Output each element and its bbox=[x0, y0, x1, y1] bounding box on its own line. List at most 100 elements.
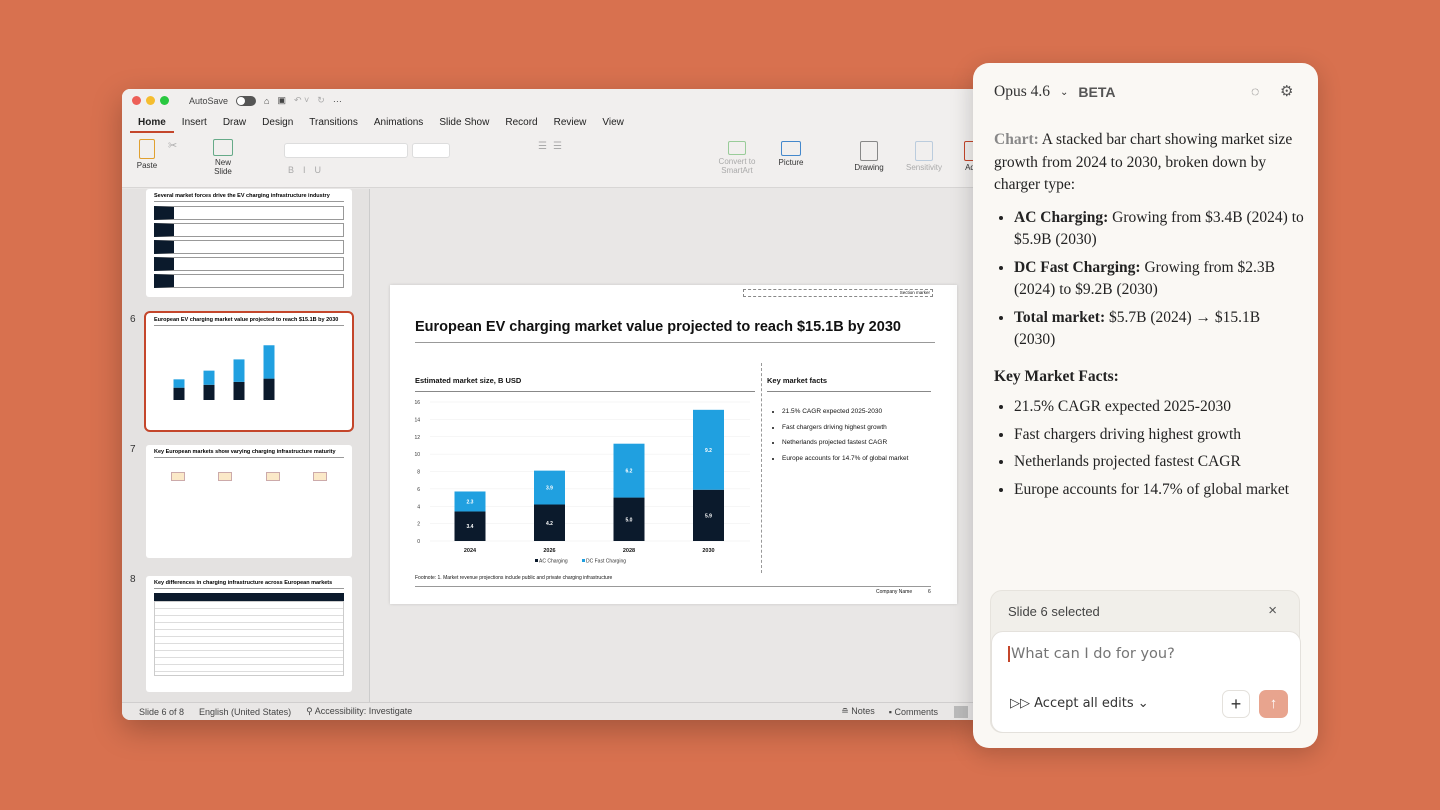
sensitivity-button[interactable]: Sensitivity bbox=[902, 141, 946, 172]
tab-review[interactable]: Review bbox=[553, 117, 587, 128]
data-label: 5.9 bbox=[705, 513, 712, 519]
paragraph-buttons[interactable]: ☰☰ bbox=[538, 141, 568, 152]
paste-button[interactable]: Paste bbox=[134, 139, 160, 170]
tab-view[interactable]: View bbox=[602, 117, 624, 128]
data-label: 3.4 bbox=[467, 524, 474, 530]
y-tick-label: 14 bbox=[414, 417, 420, 423]
bar-segment bbox=[173, 379, 185, 388]
accessibility-button[interactable]: ⚲ Accessibility: Investigate bbox=[306, 706, 413, 716]
model-selector[interactable]: Opus 4.6 bbox=[994, 83, 1050, 100]
normal-view-button[interactable] bbox=[954, 705, 968, 718]
more-icon[interactable]: ··· bbox=[332, 95, 342, 106]
close-window-button[interactable] bbox=[132, 96, 141, 105]
accept-edits-dropdown[interactable]: ▷▷ Accept all edits ⌄ bbox=[1010, 696, 1149, 711]
divider bbox=[761, 363, 762, 573]
drawing-button[interactable]: Drawing bbox=[852, 141, 886, 172]
send-button[interactable]: ↑ bbox=[1259, 690, 1288, 718]
list-item: Europe accounts for 14.7% of global mark… bbox=[1014, 479, 1304, 502]
slide-count: Slide 6 of 8 bbox=[139, 706, 185, 717]
slide-thumbnail-7[interactable]: Key European markets show varying chargi… bbox=[146, 445, 352, 558]
thumbnail-chart bbox=[173, 345, 275, 400]
tab-insert[interactable]: Insert bbox=[181, 117, 207, 128]
language-button[interactable]: English (United States) bbox=[199, 706, 292, 717]
slide-thumbnail-6[interactable]: European EV charging market value projec… bbox=[144, 311, 354, 432]
composer: Slide 6 selected × ▷▷ Accept all edits ⌄… bbox=[990, 590, 1301, 733]
list-item: DC Fast Charging: Growing from $2.3B (20… bbox=[1014, 257, 1304, 302]
tab-home[interactable]: Home bbox=[130, 117, 174, 133]
slide-number: 7 bbox=[130, 444, 136, 455]
tab-design[interactable]: Design bbox=[262, 117, 294, 128]
tab-slide-show[interactable]: Slide Show bbox=[439, 117, 490, 128]
data-label: 4.2 bbox=[546, 521, 553, 527]
tab-record[interactable]: Record bbox=[505, 117, 538, 128]
tab-draw[interactable]: Draw bbox=[222, 117, 247, 128]
close-icon[interactable]: × bbox=[1268, 602, 1277, 619]
font-family-select[interactable] bbox=[284, 143, 408, 158]
slide-thumbnail-8[interactable]: Key differences in charging infrastructu… bbox=[146, 576, 352, 692]
clipboard-icon bbox=[139, 139, 155, 159]
facts-title: Key market facts bbox=[767, 376, 931, 392]
slide-canvas[interactable]: Section marker European EV charging mark… bbox=[390, 285, 957, 604]
section-marker[interactable]: Section marker bbox=[743, 289, 933, 297]
bar-segment bbox=[263, 378, 275, 400]
y-tick-label: 10 bbox=[414, 452, 420, 458]
chevron-down-icon[interactable]: ⌄ bbox=[1059, 86, 1069, 98]
legend-swatch bbox=[535, 559, 538, 562]
y-tick-label: 2 bbox=[417, 522, 420, 528]
font-size-select[interactable] bbox=[412, 143, 450, 158]
thumbnail-table-header bbox=[154, 593, 344, 601]
chart-title: Estimated market size, B USD bbox=[415, 376, 755, 392]
notes-button[interactable]: ≘ Notes bbox=[841, 706, 875, 716]
x-tick-label: 2030 bbox=[702, 548, 714, 554]
legend-swatch bbox=[582, 559, 585, 562]
redo-icon[interactable]: ↻ bbox=[317, 95, 325, 105]
data-label: 2.3 bbox=[467, 499, 474, 505]
plus-icon[interactable]: + bbox=[1222, 690, 1250, 718]
autosave-label: AutoSave bbox=[189, 95, 229, 106]
x-tick-label: 2026 bbox=[543, 548, 555, 554]
legend-label: AC Charging bbox=[539, 559, 568, 565]
slide-thumbnail-5[interactable]: Several market forces drive the EV charg… bbox=[146, 189, 352, 297]
picture-button[interactable]: Picture bbox=[776, 141, 806, 167]
footnote: Footnote: 1. Market revenue projections … bbox=[415, 575, 613, 581]
new-slide-button[interactable]: New Slide bbox=[208, 139, 238, 176]
save-icon[interactable]: ▣ bbox=[277, 95, 286, 105]
maximize-window-button[interactable] bbox=[160, 96, 169, 105]
y-tick-label: 12 bbox=[414, 435, 420, 441]
page-number: 6 bbox=[928, 589, 931, 595]
bar-segment bbox=[173, 387, 185, 400]
autosave-toggle[interactable] bbox=[236, 95, 257, 106]
stacked-bar-chart: 0 2 4 6 8 10 12 14 16 3.4 2.3 2024 4.2 3.9 2026 5.0 6.2 2… bbox=[414, 400, 750, 565]
home-icon[interactable]: ⌂ bbox=[264, 95, 270, 106]
tab-transitions[interactable]: Transitions bbox=[309, 117, 358, 128]
list-item: 21.5% CAGR expected 2025-2030 bbox=[1014, 396, 1304, 419]
gear-icon[interactable]: ⚙ bbox=[1280, 83, 1294, 100]
footer-line bbox=[415, 586, 931, 587]
list-item: Netherlands projected fastest CAGR bbox=[1014, 451, 1304, 474]
prompt-box: ▷▷ Accept all edits ⌄ + ↑ bbox=[991, 631, 1301, 733]
convert-smartart-button[interactable]: Convert to SmartArt bbox=[714, 141, 760, 175]
sensitivity-icon bbox=[915, 141, 933, 161]
undo-icon[interactable]: ↶ ˅ bbox=[293, 95, 310, 105]
thumbnail-rows bbox=[154, 206, 344, 288]
tab-animations[interactable]: Animations bbox=[373, 117, 424, 128]
slide-title[interactable]: European EV charging market value projec… bbox=[415, 319, 935, 343]
y-tick-label: 8 bbox=[417, 470, 420, 476]
bar-segment bbox=[233, 381, 245, 400]
comments-button[interactable]: ▪ Comments bbox=[888, 706, 938, 717]
fact-item: Netherlands projected fastest CAGR bbox=[782, 435, 908, 451]
cut-icon[interactable]: ✂ bbox=[168, 140, 178, 152]
slide-thumbnails-pane[interactable]: Several market forces drive the EV charg… bbox=[122, 189, 370, 702]
ribbon: Paste ✂ New Slide BIU ☰☰ Convert to Smar… bbox=[122, 133, 982, 188]
company-name: Company Name bbox=[876, 589, 913, 595]
prompt-input[interactable] bbox=[1008, 646, 1278, 662]
text-format-buttons[interactable]: BIU bbox=[288, 165, 331, 175]
bar-segment bbox=[613, 443, 645, 498]
assistant-panel: Opus 4.6 ⌄ BETA ◌ ⚙ Chart: A stacked bar… bbox=[973, 63, 1318, 748]
minimize-window-button[interactable] bbox=[146, 96, 155, 105]
bar-segment bbox=[454, 511, 486, 541]
bar-segment bbox=[263, 345, 275, 379]
fact-item: Fast chargers driving highest growth bbox=[782, 420, 908, 436]
beta-badge: BETA bbox=[1078, 84, 1116, 100]
new-chat-icon[interactable]: ◌ bbox=[1251, 83, 1260, 99]
